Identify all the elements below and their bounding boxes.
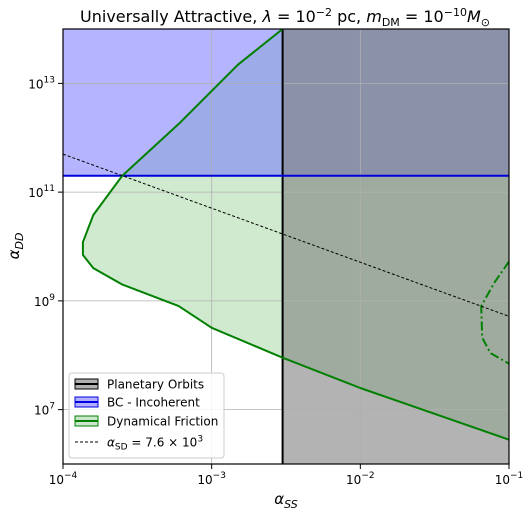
legend-label-dynamical: Dynamical Friction: [107, 415, 218, 429]
x-tick-label-0: 10−4: [49, 471, 78, 487]
axes-frame: [62, 28, 510, 465]
legend-label-planetary: Planetary Orbits: [107, 378, 204, 392]
planetary-orbits-fill: [282, 29, 509, 464]
legend: Planetary Orbits BC - Incoherent Dynamic…: [68, 372, 225, 459]
chart-title: Universally Attractive, λ = 10−2 pc, mDM…: [80, 6, 490, 29]
legend-box: [68, 372, 225, 459]
dynamical-friction-curve: [81, 29, 509, 441]
x-tick-label-2: 10−2: [346, 471, 375, 487]
y-tick-label-0: 107: [34, 402, 55, 418]
lines-layer: [63, 29, 509, 464]
x-tick-label-1: 10−3: [197, 471, 226, 487]
x-axis-label: αSS: [274, 490, 297, 511]
y-tick-label-1: 109: [34, 293, 55, 309]
dynamical-friction-dashdot-curve: [480, 260, 509, 365]
y-axis-label: αDD: [5, 233, 26, 260]
y-axis-ticks: 107 109 1011 1013: [28, 75, 63, 418]
x-tick-label-3: 10−1: [495, 471, 524, 487]
y-tick-label-3: 1013: [28, 75, 55, 91]
legend-label-alpha-sd: αSD = 7.6 × 103: [107, 435, 203, 453]
alpha-sd-line: [63, 153, 509, 317]
y-tick-label-2: 1011: [28, 184, 55, 200]
legend-label-bc: BC - Incoherent: [107, 396, 200, 410]
regions-layer: [63, 29, 509, 464]
x-axis-ticks: 10−4 10−3 10−2 10−1: [49, 464, 524, 487]
